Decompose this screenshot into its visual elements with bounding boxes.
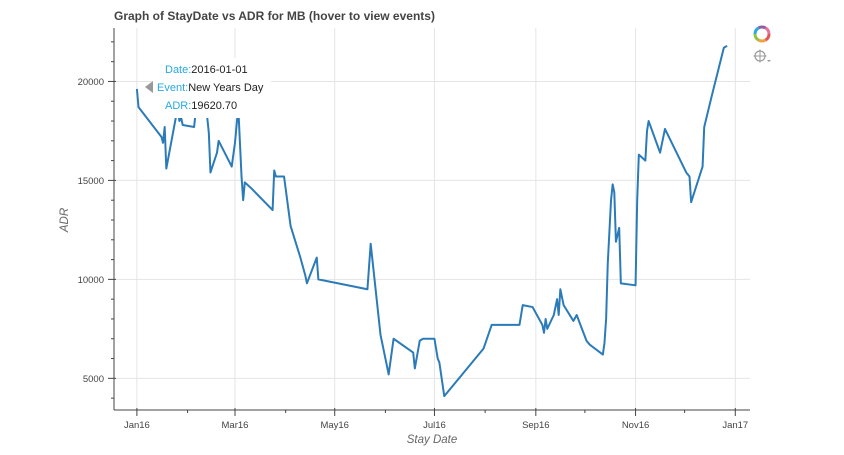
series-line-adr[interactable] — [135, 44, 728, 398]
x-tick-label: Jul16 — [423, 420, 446, 431]
x-axis-label: Stay Date — [407, 434, 458, 446]
tooltip-adr-value: 19620.70 — [191, 100, 238, 112]
hover-tooltip: Date:2016-01-01 Event:New Years Day ADR:… — [153, 58, 272, 118]
x-tick-label: Jan16 — [124, 420, 150, 431]
toolbar — [752, 24, 774, 64]
bokeh-logo-icon[interactable] — [752, 24, 772, 44]
y-tick-label: 15000 — [78, 176, 104, 187]
x-tick-label: Sep16 — [522, 420, 549, 431]
tooltip-arrow — [145, 81, 153, 93]
tooltip-event-key: Event: — [157, 82, 189, 94]
y-tick-label: 10000 — [78, 275, 104, 286]
crosshair-hover-icon[interactable] — [752, 48, 772, 64]
tooltip-row-adr: ADR:19620.70 — [157, 97, 263, 115]
y-axis-label: ADR — [59, 208, 71, 233]
x-tick-label: Nov16 — [622, 420, 649, 431]
x-tick-label: Mar16 — [222, 420, 249, 431]
tooltip-row-event: Event:New Years Day — [157, 79, 263, 97]
tooltip-event-value: New Years Day — [188, 82, 264, 94]
tooltip-date-value: 2016-01-01 — [191, 64, 248, 76]
tooltip-adr-key: ADR: — [165, 100, 192, 112]
x-tick-label: Jan17 — [722, 420, 748, 431]
y-tick-label: 20000 — [78, 77, 104, 88]
tooltip-date-key: Date: — [165, 64, 192, 76]
axes: Jan16 Mar16 May16 Jul16 Sep16 Nov16 Jan17 5000 1… — [78, 28, 750, 431]
x-tick-label: May16 — [320, 420, 349, 431]
tooltip-row-date: Date:2016-01-01 — [157, 61, 263, 79]
y-tick-label: 5000 — [83, 374, 104, 385]
chart-title: Graph of StayDate vs ADR for MB (hover t… — [114, 9, 435, 23]
